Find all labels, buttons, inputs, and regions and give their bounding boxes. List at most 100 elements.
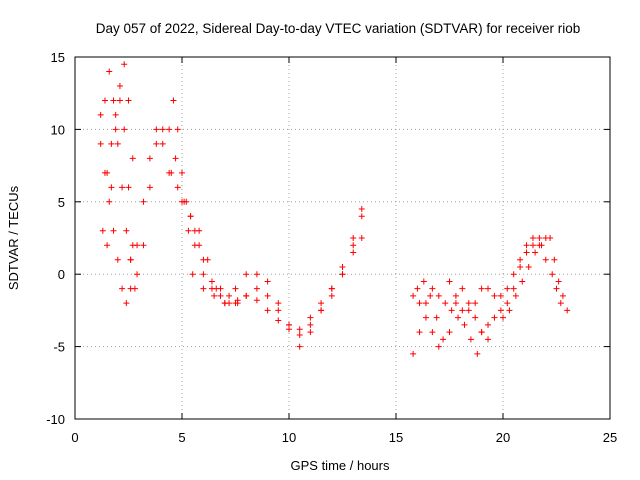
data-point	[253, 297, 260, 304]
data-point	[510, 285, 517, 292]
series-track-9	[189, 235, 365, 333]
data-point	[97, 111, 104, 118]
series-track-10	[410, 285, 481, 357]
series-track-11	[410, 292, 442, 350]
data-point	[506, 307, 513, 314]
data-point	[286, 321, 292, 328]
data-point	[435, 292, 442, 299]
series-track-2	[97, 140, 134, 307]
chart-title: Day 057 of 2022, Sidereal Day-to-day VTE…	[96, 21, 580, 36]
y-tick-label: 15	[51, 50, 65, 65]
data-point	[555, 278, 562, 285]
data-point	[179, 169, 185, 176]
data-point	[358, 213, 365, 220]
y-tick-label: -5	[53, 340, 65, 355]
series-track-14	[478, 235, 543, 336]
data-point	[123, 300, 130, 307]
data-point	[551, 256, 558, 263]
data-point	[485, 285, 492, 292]
y-tick-label: 10	[51, 122, 65, 137]
data-point	[108, 140, 115, 147]
data-point	[296, 326, 303, 333]
data-point	[104, 169, 111, 176]
data-point	[153, 126, 160, 133]
data-point	[491, 314, 498, 321]
series-track-3	[104, 61, 136, 176]
data-point	[358, 206, 365, 213]
data-point	[532, 249, 539, 256]
data-point	[485, 321, 492, 328]
series-track-6	[134, 126, 173, 249]
data-point	[307, 314, 314, 321]
y-axis-label: SDTVAR / TECUs	[6, 185, 21, 290]
data-point	[497, 292, 504, 299]
data-point	[97, 140, 104, 147]
y-tick-label: 5	[58, 195, 65, 210]
data-point	[140, 242, 147, 249]
series-track-5	[127, 126, 241, 307]
series-track-15	[500, 235, 549, 321]
data-point	[504, 300, 511, 307]
data-point	[121, 61, 128, 68]
data-point	[410, 292, 417, 299]
data-point	[200, 271, 207, 278]
data-point	[217, 292, 224, 299]
grid-layer	[75, 57, 610, 419]
data-point	[119, 184, 126, 191]
data-point	[106, 198, 113, 205]
data-point	[328, 292, 335, 299]
data-point	[181, 198, 188, 205]
data-point	[422, 314, 429, 321]
data-point	[264, 278, 271, 285]
data-point	[433, 314, 440, 321]
data-point	[119, 285, 126, 292]
data-point	[275, 307, 282, 314]
data-point	[114, 140, 121, 147]
data-point	[307, 329, 314, 336]
data-point	[529, 235, 536, 241]
data-point	[296, 343, 303, 350]
data-point	[461, 321, 468, 328]
data-point	[174, 126, 181, 133]
data-point	[189, 271, 196, 278]
series-track-4	[99, 97, 136, 249]
data-point	[211, 292, 218, 299]
data-point	[350, 249, 357, 256]
data-point	[127, 285, 134, 292]
data-point	[110, 97, 117, 104]
data-point	[472, 300, 479, 307]
y-tick-label: 0	[58, 267, 65, 282]
x-axis-label: GPS time / hours	[291, 458, 390, 473]
data-point	[226, 292, 233, 299]
data-point	[536, 235, 543, 241]
data-point	[112, 126, 119, 133]
data-point	[328, 285, 335, 292]
data-point	[416, 300, 423, 307]
data-point	[264, 292, 271, 299]
data-point	[264, 307, 271, 314]
data-point	[549, 271, 556, 278]
data-point	[318, 300, 325, 307]
data-point	[519, 278, 526, 285]
data-point	[429, 285, 436, 292]
data-point	[101, 97, 108, 104]
series-layer	[97, 61, 571, 357]
data-point	[134, 242, 141, 249]
data-point	[106, 68, 113, 75]
data-point	[427, 292, 434, 299]
data-point	[350, 235, 357, 241]
series-track-7	[170, 97, 365, 339]
data-point	[465, 300, 472, 307]
data-point	[125, 97, 132, 104]
x-tick-label: 10	[282, 430, 296, 445]
data-point	[140, 198, 147, 205]
data-point	[440, 336, 447, 343]
data-point	[208, 278, 215, 285]
data-point	[452, 292, 459, 299]
x-tick-label: 25	[603, 430, 617, 445]
data-point	[187, 213, 194, 220]
data-point	[485, 336, 492, 343]
data-point	[517, 256, 524, 263]
data-point	[497, 307, 504, 314]
